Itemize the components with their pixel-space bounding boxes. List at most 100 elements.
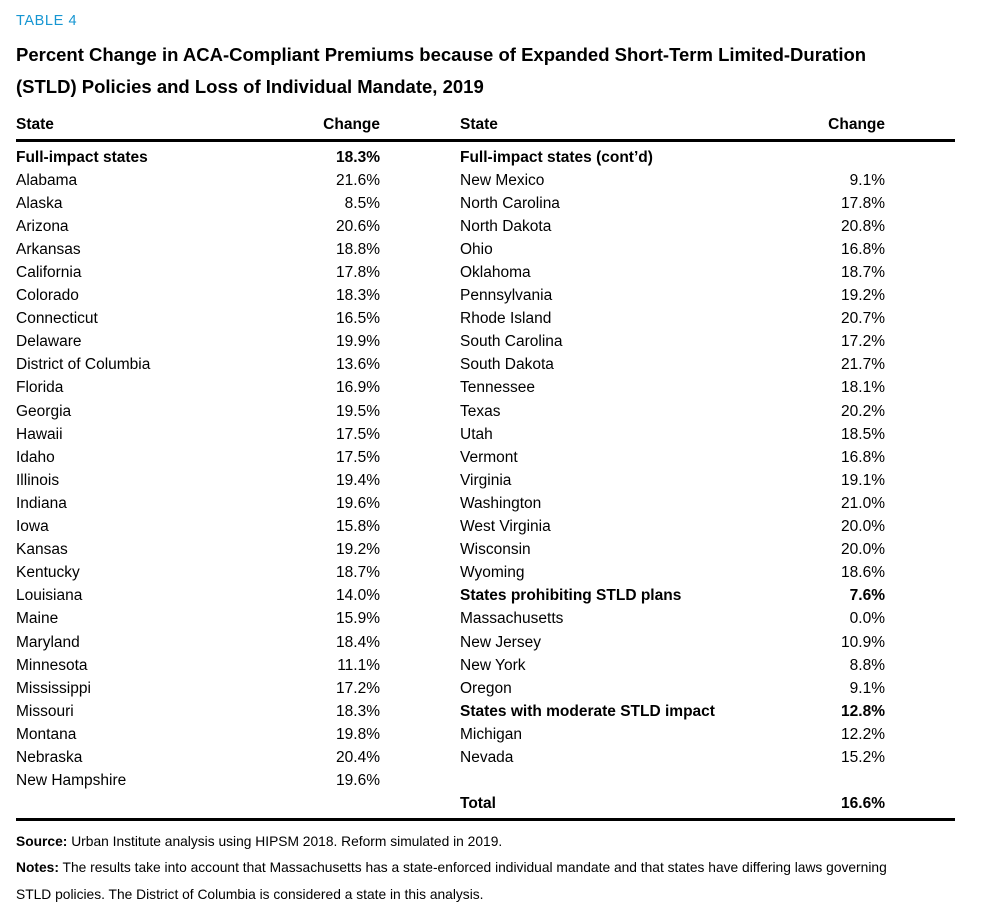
change-value: 21.7%: [841, 356, 885, 374]
notes-label: Notes:: [16, 860, 59, 876]
change-value: 11.1%: [337, 656, 380, 674]
state-name: Idaho: [16, 448, 55, 466]
table-row: Utah 18.5%: [460, 423, 885, 446]
state-name: Maine: [16, 610, 59, 628]
change-value: 16.5%: [336, 310, 380, 328]
change-value: 9.1%: [849, 171, 885, 189]
table-row: Alaska 8.5%: [16, 192, 380, 215]
change-value: 21.0%: [841, 494, 885, 512]
change-value: 19.4%: [336, 471, 380, 489]
state-name: South Carolina: [460, 333, 563, 351]
state-name: Mississippi: [16, 679, 91, 697]
state-name: Oklahoma: [460, 264, 531, 282]
state-name: Kentucky: [16, 564, 80, 582]
change-value: 8.5%: [344, 194, 380, 212]
change-value: 20.2%: [841, 402, 885, 420]
table-row: Tennessee 18.1%: [460, 377, 885, 400]
column-header-change-right: Change: [828, 116, 885, 133]
header-left-pair: State Change: [16, 116, 380, 134]
table-title: Percent Change in ACA-Compliant Premiums…: [16, 39, 955, 103]
table-group-row: States with moderate STLD impact 12.8%: [460, 700, 885, 723]
state-name: Louisiana: [16, 587, 83, 605]
state-name: Michigan: [460, 725, 523, 743]
state-name: Ohio: [460, 240, 493, 258]
table-row: Wyoming 18.6%: [460, 562, 885, 585]
table-row: North Dakota 20.8%: [460, 215, 885, 238]
change-value: 8.8%: [849, 656, 885, 674]
column-header-state-right: State: [460, 116, 498, 133]
table-row: Ohio 16.8%: [460, 238, 885, 261]
table-row: Michigan 12.2%: [460, 723, 885, 746]
table-row: Virginia 19.1%: [460, 469, 885, 492]
change-value: 16.9%: [336, 379, 380, 397]
change-value: 18.6%: [841, 564, 885, 582]
table-row: Minnesota 11.1%: [16, 654, 380, 677]
state-name: Pennsylvania: [460, 287, 553, 305]
table-row: Iowa 15.8%: [16, 516, 380, 539]
state-name: Tennessee: [460, 379, 535, 397]
change-value: 9.1%: [849, 679, 885, 697]
table-row: Idaho 17.5%: [16, 446, 380, 469]
change-value: 18.4%: [336, 633, 380, 651]
table-footnotes: Source: Urban Institute analysis using H…: [16, 821, 921, 909]
change-value: 20.0%: [841, 518, 885, 536]
table-group-row: Total 16.6%: [460, 793, 885, 816]
state-name: Iowa: [16, 518, 49, 536]
state-name: Illinois: [16, 471, 60, 489]
column-header-state-left: State: [16, 116, 54, 133]
table-group-row: Full-impact states (cont’d): [460, 146, 885, 169]
state-name: Washington: [460, 494, 542, 512]
state-name: Colorado: [16, 287, 79, 305]
change-value: 17.8%: [336, 264, 380, 282]
table-row: Rhode Island 20.7%: [460, 308, 885, 331]
state-name: Nevada: [460, 748, 514, 766]
table-row: Florida 16.9%: [16, 377, 380, 400]
state-name: Texas: [460, 402, 501, 420]
table-row: Hawaii 17.5%: [16, 423, 380, 446]
change-value: 13.6%: [336, 356, 380, 374]
state-name: Arkansas: [16, 240, 81, 258]
table-row: Missouri 18.3%: [16, 700, 380, 723]
change-value: 20.0%: [841, 541, 885, 559]
state-name: Florida: [16, 379, 64, 397]
state-name: Missouri: [16, 702, 74, 720]
change-value: 18.8%: [336, 240, 380, 258]
state-name: Alaska: [16, 194, 63, 212]
state-name: States with moderate STLD impact: [460, 702, 715, 720]
state-name: Wisconsin: [460, 541, 531, 559]
table-row: District of Columbia 13.6%: [16, 354, 380, 377]
table-row: Wisconsin 20.0%: [460, 539, 885, 562]
table-row: New Jersey 10.9%: [460, 631, 885, 654]
state-name: New Hampshire: [16, 772, 127, 790]
state-name: Rhode Island: [460, 310, 552, 328]
table-row: New York 8.8%: [460, 654, 885, 677]
change-value: 16.6%: [841, 795, 885, 813]
column-header-change-left: Change: [323, 116, 380, 133]
change-value: 20.7%: [841, 310, 885, 328]
table-row: California 17.8%: [16, 261, 380, 284]
change-value: 19.8%: [336, 725, 380, 743]
table-row: Louisiana 14.0%: [16, 585, 380, 608]
state-name: Utah: [460, 425, 493, 443]
change-value: 0.0%: [849, 610, 885, 628]
table-row: New Hampshire 19.6%: [16, 770, 380, 793]
table-row: Colorado 18.3%: [16, 285, 380, 308]
change-value: 12.8%: [841, 702, 885, 720]
change-value: 18.7%: [841, 264, 885, 282]
table-row: Georgia 19.5%: [16, 400, 380, 423]
state-name: Alabama: [16, 171, 78, 189]
change-value: 17.8%: [841, 194, 885, 212]
state-name: Wyoming: [460, 564, 525, 582]
change-value: 12.2%: [841, 725, 885, 743]
table-title-line2: (STLD) Policies and Loss of Individual M…: [16, 76, 484, 97]
table-row: Nebraska 20.4%: [16, 746, 380, 769]
state-name: New Jersey: [460, 633, 541, 651]
state-name: Connecticut: [16, 310, 98, 328]
change-value: 18.7%: [336, 564, 380, 582]
table-row: South Dakota 21.7%: [460, 354, 885, 377]
state-name: Indiana: [16, 494, 67, 512]
table-row: Kansas 19.2%: [16, 539, 380, 562]
table-row: Delaware 19.9%: [16, 331, 380, 354]
change-value: 15.8%: [336, 518, 380, 536]
change-value: 20.8%: [841, 217, 885, 235]
